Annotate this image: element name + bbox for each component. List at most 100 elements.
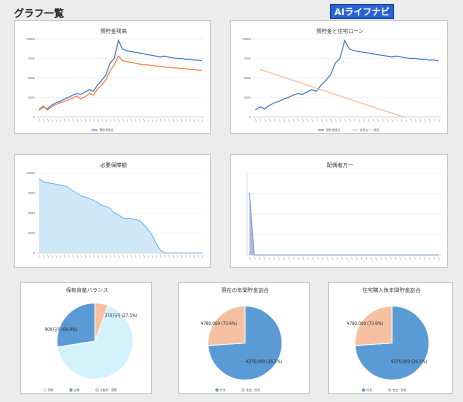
x-tick-mark	[288, 118, 290, 123]
x-tick-mark	[386, 118, 389, 123]
current-savings-ratio-pie-chart: 現在の年間貯金割合 ¥780,000 (73.9%) ¥276,000 (26.1%…	[201, 286, 283, 392]
x-tick-mark	[59, 254, 62, 259]
x-tick-mark	[47, 118, 49, 123]
brand-logo[interactable]: AIライフナビ	[330, 4, 394, 19]
chart-panel-savings: 預貯金残高 10000 7500 5000 2500 0 預貯金残高	[14, 20, 211, 134]
legend-swatch	[215, 388, 219, 392]
x-tick-mark	[358, 118, 361, 123]
y-tick-label: 5000	[244, 76, 251, 80]
x-tick-mark	[185, 118, 187, 123]
y-tick-label: 7500	[28, 191, 35, 195]
x-tick-mark	[172, 254, 175, 259]
x-tick-mark	[93, 254, 95, 259]
x-tick-mark	[414, 118, 417, 123]
x-tick-mark	[155, 254, 158, 259]
x-tick-mark	[360, 256, 363, 261]
x-tick-mark	[72, 118, 74, 123]
y-tick-label: 10000	[242, 37, 251, 41]
legend-label: 不動産・保険	[100, 388, 117, 392]
x-tick-mark	[122, 118, 124, 123]
series-line-1	[255, 39, 439, 111]
legend-label: 住宅ローン残高	[360, 128, 380, 132]
x-tick-mark	[130, 118, 133, 123]
x-tick-mark	[325, 118, 328, 123]
x-tick-mark	[134, 118, 137, 123]
chart-title: 預貯金と住宅ローン	[316, 27, 363, 35]
series-line-1	[38, 39, 203, 111]
x-tick-mark	[331, 256, 334, 261]
legend-swatch	[361, 388, 366, 392]
x-tick-mark	[114, 254, 116, 259]
x-tick-mark	[139, 118, 141, 123]
x-tick-mark	[197, 118, 200, 123]
x-tick-mark	[72, 254, 74, 259]
x-tick-mark	[118, 118, 120, 123]
pie-slice-label: 370万円 (27.5%)	[105, 313, 138, 318]
x-tick-mark	[372, 118, 375, 123]
series-line-1	[249, 192, 439, 256]
x-tick-mark	[307, 256, 310, 261]
x-tick-mark	[389, 256, 392, 261]
x-tick-mark	[159, 118, 162, 123]
x-tick-mark	[105, 118, 108, 123]
x-tick-mark	[55, 118, 58, 123]
x-tick-mark	[151, 118, 154, 123]
y-tick-label: 10000	[26, 171, 35, 175]
legend-swatch	[95, 388, 99, 392]
legend-label: 支出・投資	[393, 388, 407, 392]
x-tick-mark	[43, 254, 45, 259]
x-tick-mark	[38, 118, 41, 123]
x-tick-mark	[405, 118, 408, 123]
x-tick-mark	[396, 118, 398, 123]
x-tick-mark	[193, 254, 195, 259]
x-tick-mark	[143, 254, 145, 259]
x-tick-mark	[433, 256, 436, 261]
x-tick-mark	[134, 254, 137, 259]
legend-swatch	[43, 388, 47, 392]
x-tick-mark	[438, 118, 441, 123]
x-tick-mark	[109, 254, 112, 259]
x-tick-mark	[269, 118, 271, 123]
x-tick-mark	[68, 118, 70, 123]
x-tick-mark	[147, 118, 150, 123]
x-tick-mark	[76, 118, 79, 123]
legend-label: 貯金	[220, 388, 226, 392]
x-tick-mark	[367, 118, 370, 123]
chart-title: 預貯金残高	[100, 27, 127, 35]
x-tick-mark	[344, 118, 347, 123]
pie-slice-label: 900万円 (66.9%)	[45, 327, 78, 332]
chart-panel-current-savings-ratio: 現在の年間貯金割合 ¥780,000 (73.9%) ¥276,000 (26.1%…	[178, 282, 310, 394]
legend-swatch	[69, 388, 73, 392]
x-tick-mark	[101, 118, 104, 123]
x-tick-mark	[63, 118, 66, 123]
chart-panel-post-purchase-savings-ratio: 住宅購入後年間貯金割合 ¥780,000 (73.9%) ¥276,000 (26.…	[328, 282, 453, 394]
x-tick-mark	[180, 254, 183, 259]
y-tick-label: 5000	[28, 211, 35, 215]
x-tick-mark	[273, 118, 276, 123]
pie-slice-label: ¥276,000 (26.1%)	[246, 359, 283, 364]
x-tick-mark	[114, 118, 116, 123]
x-tick-mark	[377, 118, 379, 123]
x-tick-mark	[159, 254, 162, 259]
x-tick-mark	[297, 118, 300, 123]
chart-title: 必要保障額	[100, 161, 127, 169]
x-tick-mark	[105, 254, 108, 259]
x-tick-mark	[76, 254, 79, 259]
legend-label: 貯金	[367, 388, 373, 392]
x-tick-mark	[89, 118, 91, 123]
x-tick-mark	[97, 118, 99, 123]
x-tick-mark	[410, 118, 412, 123]
pie-slice-label: ¥780,000 (73.9%)	[201, 321, 238, 326]
x-tick-mark	[363, 118, 365, 123]
x-tick-mark	[317, 256, 319, 261]
x-tick-mark	[249, 256, 251, 261]
chart-panel-required-coverage: 必要保障額 10000 7500 5000 2500 0	[14, 154, 211, 268]
x-tick-mark	[302, 118, 304, 123]
x-tick-mark	[126, 118, 129, 123]
x-tick-mark	[164, 254, 166, 259]
x-tick-mark	[292, 256, 295, 261]
x-tick-mark	[365, 256, 368, 261]
x-tick-mark	[193, 118, 195, 123]
savings-loan-line-chart: 預貯金と住宅ローン 10000 7500 5000 2500 0 預貯金残高 住宅ローン残高	[242, 27, 441, 132]
